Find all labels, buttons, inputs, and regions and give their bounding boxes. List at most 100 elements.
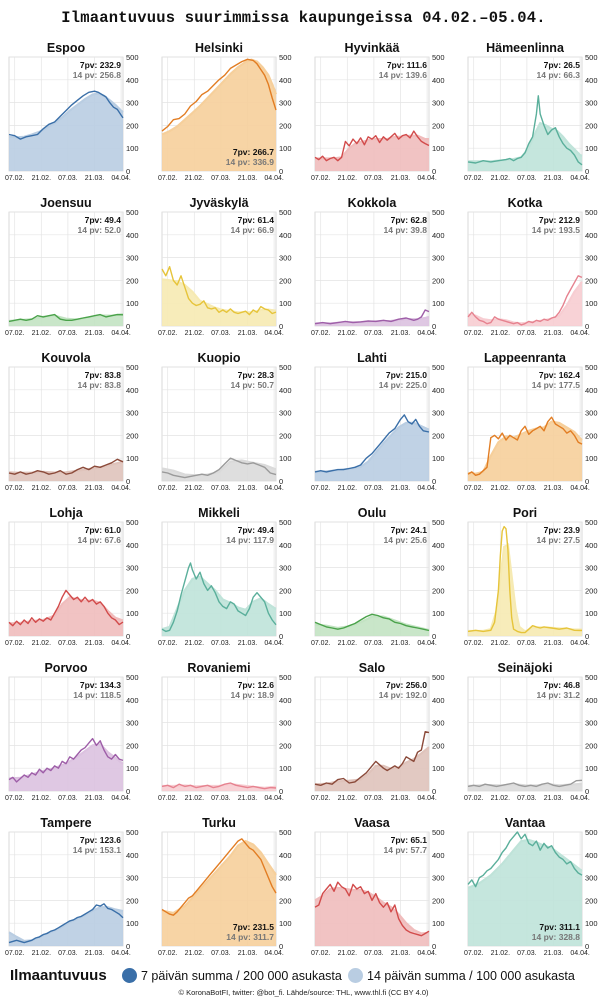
line-14pv [8,743,124,780]
line-14pv [8,906,124,943]
y-tick-label: 200 [126,741,139,750]
y-tick-label: 300 [432,874,445,883]
y-tick-label: 400 [585,851,598,860]
x-tick-label: 07.02. [5,795,25,802]
value-label-7pv: 7pv: 62.8 [391,215,428,225]
x-tick-label: 07.02. [5,485,25,492]
y-tick-label: 300 [126,99,139,108]
value-label-14pv: 14 pv: 311.7 [226,932,274,942]
y-tick-label: 100 [126,454,139,463]
y-tick-label: 100 [432,609,445,618]
y-tick-label: 100 [279,919,292,928]
y-tick-label: 100 [279,299,292,308]
line-7pv [8,313,124,323]
panel-title: Salo [359,661,386,675]
x-tick-label: 07.02. [158,175,178,182]
x-tick-label: 21.02. [491,330,511,337]
y-tick-label: 0 [585,787,589,796]
y-tick-label: 400 [279,541,292,550]
y-tick-label: 100 [585,919,598,928]
y-tick-label: 500 [432,53,445,62]
x-tick-label: 07.02. [464,640,484,647]
x-tick-label: 07.03. [517,795,537,802]
x-tick-label: 07.03. [517,175,537,182]
panel-title: Hyvinkää [345,41,400,55]
y-tick-label: 100 [585,144,598,153]
y-tick-label: 500 [585,828,598,837]
y-tick-label: 500 [432,363,445,372]
x-tick-label: 21.03. [85,330,105,337]
panel-title: Turku [202,816,236,830]
y-tick-label: 100 [126,144,139,153]
y-tick-label: 500 [585,518,598,527]
x-tick-label: 21.03. [238,640,258,647]
line-7pv [467,95,583,166]
line-14pv [8,92,124,139]
line-7pv [467,275,583,326]
y-tick-label: 200 [126,586,139,595]
x-tick-label: 21.03. [544,485,564,492]
y-tick-label: 400 [432,851,445,860]
value-label-14pv: 14 pv: 177.5 [532,380,580,390]
x-tick-label: 07.02. [464,330,484,337]
x-tick-label: 21.03. [544,795,564,802]
x-tick-label: 21.03. [391,330,411,337]
y-tick-label: 200 [585,586,598,595]
line-7pv [314,731,430,786]
x-tick-label: 07.02. [158,485,178,492]
y-tick-label: 200 [126,896,139,905]
x-tick-label: 07.02. [5,950,25,957]
y-tick-label: 500 [585,673,598,682]
y-tick-label: 400 [432,386,445,395]
line-7pv [8,903,124,944]
x-tick-label: 07.03. [517,950,537,957]
x-tick-label: 07.03. [58,330,78,337]
x-tick-label: 07.02. [5,640,25,647]
plot-frame [467,676,583,792]
value-label-14pv: 14 pv: 66.3 [537,70,581,80]
x-tick-label: 07.03. [58,795,78,802]
y-tick-label: 0 [432,477,436,486]
panel-vantaa: Vantaa 0 100 200 300 400 500 07.02. 21.02. 07.03.… [464,816,598,957]
panel-jyvaskyla: Jyväskylä 0 100 200 300 400 500 07.02. 21.02. 07.… [158,196,292,337]
line-7pv [161,562,277,633]
y-tick-label: 200 [279,431,292,440]
y-tick-label: 500 [432,518,445,527]
value-label-7pv: 7pv: 61.0 [85,525,122,535]
panel-title: Hämeenlinna [486,41,565,55]
y-tick-label: 500 [126,673,139,682]
value-label-14pv: 14 pv: 39.8 [384,225,428,235]
area-14pv [162,841,276,946]
y-tick-label: 200 [585,121,598,130]
value-label-14pv: 14 pv: 153.1 [73,845,121,855]
y-tick-label: 300 [585,564,598,573]
y-tick-label: 400 [126,851,139,860]
y-tick-label: 200 [432,586,445,595]
line-14pv [315,134,429,160]
y-tick-label: 400 [126,231,139,240]
y-tick-label: 100 [432,454,445,463]
y-tick-label: 0 [126,477,130,486]
y-tick-label: 400 [585,541,598,550]
y-tick-label: 500 [279,208,292,217]
y-tick-label: 0 [279,787,283,796]
x-tick-label: 21.03. [544,175,564,182]
y-tick-label: 0 [585,942,589,951]
y-tick-label: 400 [585,231,598,240]
x-tick-label: 07.03. [517,330,537,337]
y-tick-label: 100 [432,299,445,308]
value-label-7pv: 7pv: 311.1 [539,922,580,932]
value-label-7pv: 7pv: 12.6 [238,680,275,690]
line-7pv [467,831,583,888]
panel-title: Mikkeli [198,506,240,520]
value-label-14pv: 14 pv: 139.6 [379,70,427,80]
y-tick-label: 500 [279,828,292,837]
panel-porvoo: Porvoo 0 100 200 300 400 500 07.02. 21.02. 07.03.… [5,661,139,802]
x-tick-label: 21.02. [32,330,52,337]
area-14pv [315,616,429,636]
panel-rovaniemi: Rovaniemi 0 100 200 300 400 500 07.02. 21.02. 07.… [158,661,292,802]
panel-title: Kokkola [348,196,398,210]
value-label-14pv: 14 pv: 67.6 [78,535,122,545]
line-7pv [314,613,430,632]
value-label-7pv: 7pv: 231.5 [233,922,274,932]
